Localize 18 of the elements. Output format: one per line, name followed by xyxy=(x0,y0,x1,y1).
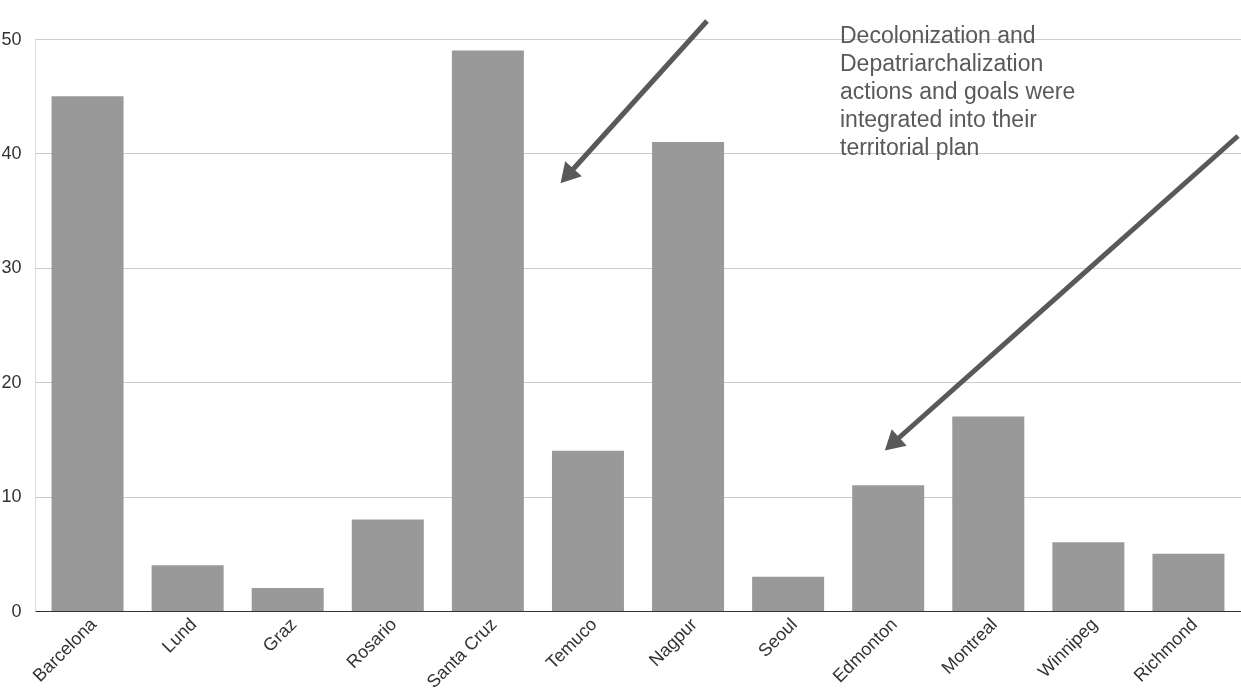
y-tick-label: 0 xyxy=(11,600,22,621)
bar xyxy=(451,50,524,611)
y-tick-label: 40 xyxy=(1,142,22,163)
bar xyxy=(1052,542,1125,611)
y-tick-label: 30 xyxy=(1,257,22,278)
annotation: Decolonization and Depatriarchalization actions and goals were integrated into their territorial plan xyxy=(840,22,1076,160)
y-tick-label: 50 xyxy=(1,28,22,49)
bar xyxy=(852,485,925,611)
bar xyxy=(351,519,424,611)
bar xyxy=(1152,553,1225,611)
y-tick-label: 20 xyxy=(1,371,22,392)
bar xyxy=(251,588,324,611)
bar xyxy=(551,450,624,611)
bar xyxy=(952,416,1025,611)
bar xyxy=(51,96,124,611)
bar xyxy=(752,576,825,611)
y-tick-label: 10 xyxy=(1,486,22,507)
bar xyxy=(151,565,224,611)
